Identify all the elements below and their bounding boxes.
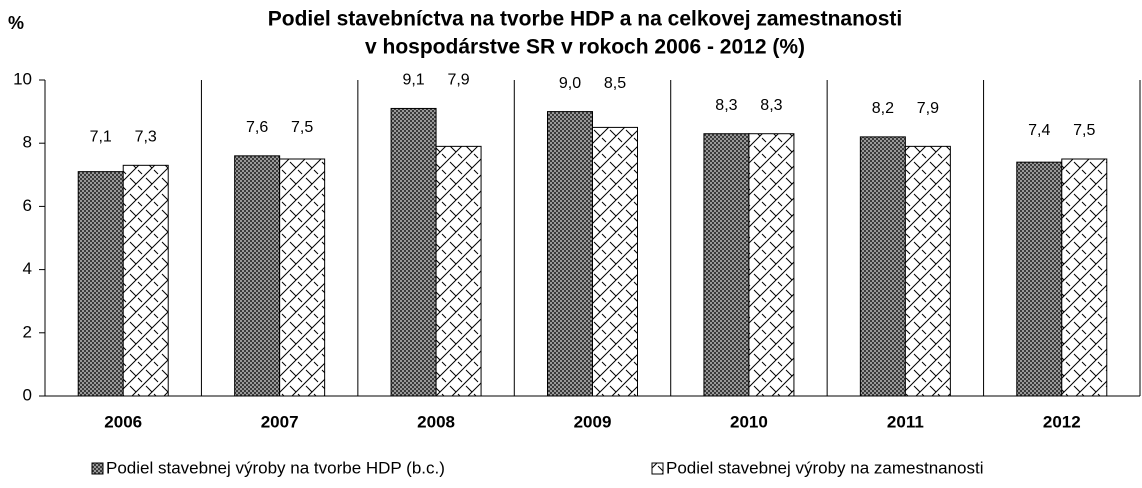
y-tick-label: 6 [23, 196, 32, 215]
bar [748, 133, 795, 397]
bar [77, 171, 124, 397]
data-label: 7,3 [135, 129, 157, 146]
bar [547, 111, 593, 397]
bar [904, 145, 951, 397]
bar [703, 133, 750, 397]
chart-title: v hospodárstve SR v rokoch 2006 - 2012 (… [365, 36, 805, 59]
x-tick-label: 2009 [574, 412, 612, 431]
y-axis-label: % [8, 13, 24, 33]
legend-swatch [91, 462, 104, 475]
data-label: 7,5 [1073, 122, 1095, 139]
data-label: 7,5 [291, 119, 313, 136]
bar [1061, 158, 1108, 397]
legend-label: Podiel stavebnej výroby na zamestnanosti [666, 458, 984, 477]
bar [435, 145, 482, 397]
data-label: 7,6 [246, 119, 268, 136]
data-label: 7,1 [90, 129, 112, 146]
x-tick-label: 2011 [887, 412, 924, 431]
data-label: 8,2 [872, 100, 894, 117]
x-tick-label: 2007 [261, 412, 299, 431]
data-label: 7,9 [447, 72, 469, 89]
y-tick-label: 8 [23, 133, 32, 152]
x-tick-label: 2010 [730, 412, 768, 431]
legend-swatch [651, 462, 664, 475]
data-label: 7,9 [917, 100, 939, 117]
bar [122, 164, 169, 397]
legend-label: Podiel stavebnej výroby na tvorbe HDP (b… [106, 458, 445, 477]
bar [592, 126, 638, 397]
data-label: 9,0 [559, 75, 581, 92]
x-tick-label: 2008 [417, 412, 455, 431]
data-label: 8,5 [604, 75, 626, 92]
bar [859, 136, 906, 397]
bar [279, 158, 326, 397]
x-tick-label: 2006 [104, 412, 142, 431]
x-tick-label: 2012 [1043, 412, 1081, 431]
bar [1016, 161, 1063, 397]
data-label: 8,3 [760, 97, 782, 114]
y-tick-label: 10 [13, 69, 32, 88]
bar [390, 107, 437, 397]
data-label: 7,4 [1028, 122, 1050, 139]
bar [234, 155, 281, 397]
chart-title: Podiel stavebníctva na tvorbe HDP a na c… [268, 8, 903, 31]
data-label: 8,3 [715, 97, 737, 114]
y-tick-label: 0 [23, 385, 32, 404]
data-label: 9,1 [402, 72, 424, 89]
y-tick-label: 4 [23, 259, 32, 278]
y-tick-label: 2 [23, 322, 32, 341]
